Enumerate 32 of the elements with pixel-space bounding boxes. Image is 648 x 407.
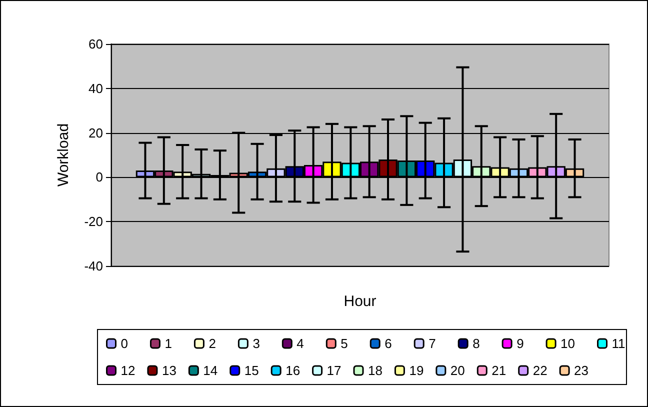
y-tick-label: 40 bbox=[88, 80, 103, 96]
legend-label: 6 bbox=[384, 336, 392, 351]
legend-label: 19 bbox=[409, 363, 424, 378]
legend-label: 3 bbox=[252, 336, 260, 351]
legend-label: 0 bbox=[120, 336, 128, 351]
legend-label: 11 bbox=[612, 336, 626, 351]
legend-label: 17 bbox=[326, 363, 342, 378]
legend-label: 21 bbox=[492, 363, 506, 378]
legend-label: 10 bbox=[560, 336, 576, 351]
legend-label: 12 bbox=[120, 363, 136, 378]
y-tick-label: -40 bbox=[84, 258, 103, 274]
legend-label: 23 bbox=[574, 363, 589, 378]
legend-label: 13 bbox=[162, 363, 176, 378]
legend-label: 18 bbox=[368, 363, 382, 378]
y-tick-label: 20 bbox=[88, 125, 103, 140]
legend-label: 4 bbox=[296, 336, 304, 351]
legend-label: 20 bbox=[450, 363, 465, 378]
legend-label: 1 bbox=[164, 336, 172, 351]
legend-label: 15 bbox=[244, 363, 259, 378]
y-tick-label: 0 bbox=[96, 170, 103, 185]
legend-label: 2 bbox=[208, 336, 216, 351]
y-tick-label: 60 bbox=[88, 36, 103, 52]
legend-label: 16 bbox=[286, 363, 300, 378]
y-axis-title: Workload bbox=[55, 123, 72, 187]
legend-label: 9 bbox=[516, 336, 524, 351]
legend-label: 8 bbox=[472, 336, 480, 351]
legend-label: 14 bbox=[203, 363, 218, 378]
x-axis-title: Hour bbox=[344, 293, 376, 310]
y-tick-label: -20 bbox=[84, 214, 103, 230]
legend-label: 5 bbox=[340, 336, 348, 351]
legend-label: 22 bbox=[532, 363, 548, 378]
legend-label: 7 bbox=[428, 336, 436, 351]
